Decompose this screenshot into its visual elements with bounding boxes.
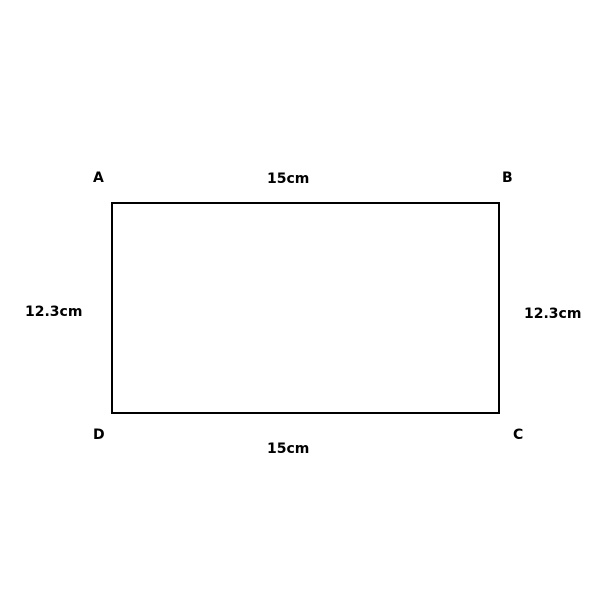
side-length-top: 15cm [267, 171, 310, 187]
side-length-left: 12.3cm [25, 304, 83, 320]
side-length-bottom: 15cm [267, 441, 310, 457]
vertex-label-a: A [93, 170, 104, 186]
vertex-label-d: D [93, 427, 105, 443]
rectangle-abcd [111, 202, 500, 414]
vertex-label-c: C [513, 427, 524, 443]
side-length-right: 12.3cm [524, 306, 582, 322]
vertex-label-b: B [502, 170, 513, 186]
